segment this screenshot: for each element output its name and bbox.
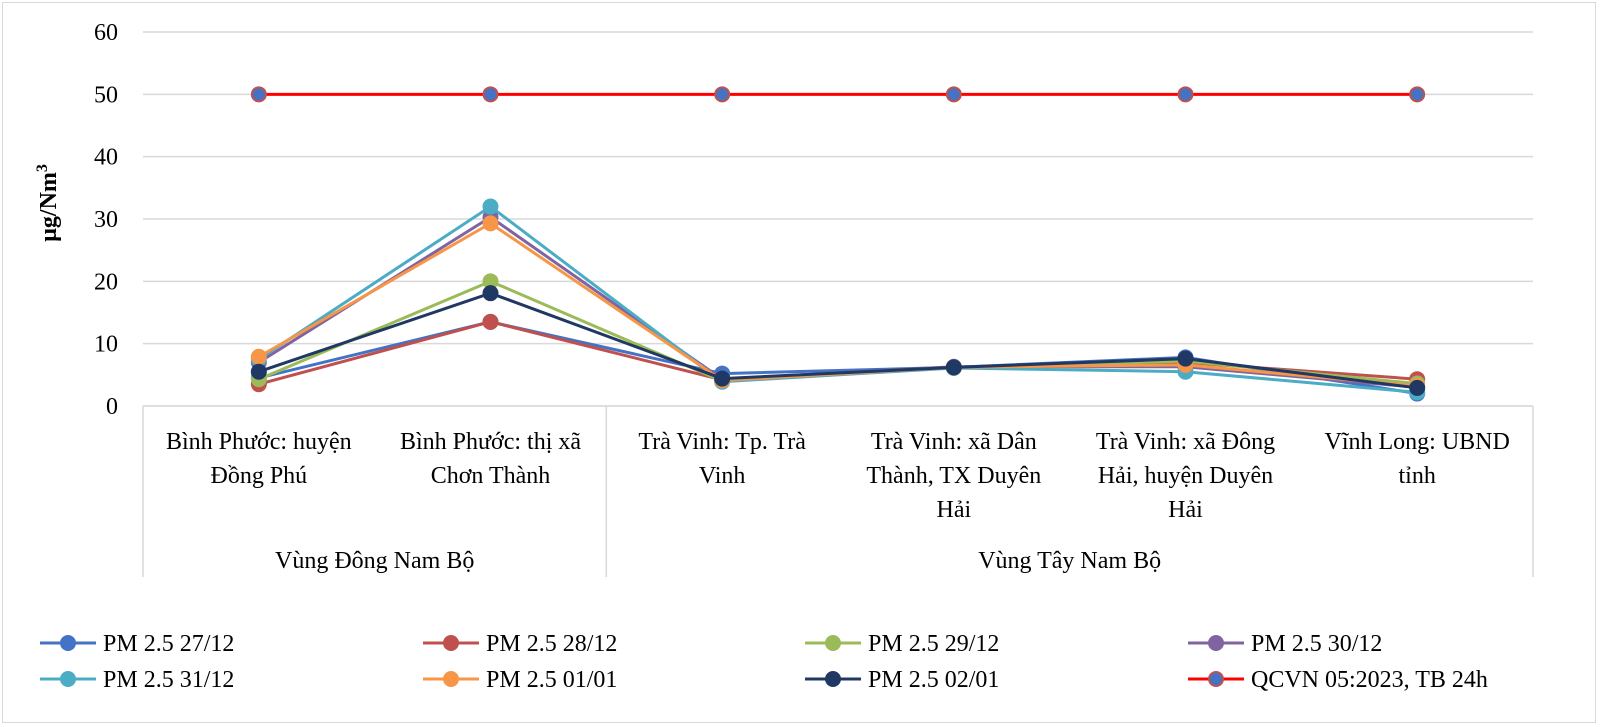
series-6: [250, 285, 1426, 396]
data-point: [482, 215, 499, 232]
y-tick-label: 10: [94, 332, 118, 358]
legend-item: PM 2.5 30/12: [1188, 631, 1382, 657]
data-point: [714, 370, 731, 387]
data-point: [482, 285, 499, 302]
x-axis: Bình Phước: huyện Đồng Phú Bình Phước: thị…: [142, 405, 1534, 577]
x-tick-label: Trà Vinh: xã Đông Hải, huyện Duyên Hải: [1096, 429, 1275, 523]
legend: PM 2.5 27/12 PM 2.5 28/12 PM 2.5 29/12 PM 2…: [40, 631, 1488, 693]
legend-marker: [443, 635, 459, 651]
x-tick-label: Bình Phước: huyện Đồng Phú: [166, 429, 352, 489]
data-point: [250, 348, 267, 365]
data-point: [714, 86, 731, 103]
legend-marker: [60, 635, 76, 651]
legend-item: PM 2.5 31/12: [40, 667, 234, 693]
gridlines: [143, 31, 1533, 407]
y-axis-label: µg/Nm3: [34, 164, 62, 242]
x-group-label: Vùng Tây Nam Bộ: [978, 548, 1161, 574]
data-point: [1409, 86, 1426, 103]
legend-marker: [825, 635, 841, 651]
legend-item: PM 2.5 27/12: [40, 631, 234, 657]
data-point: [250, 363, 267, 380]
y-tick-label: 60: [94, 20, 118, 46]
legend-label: PM 2.5 29/12: [868, 631, 999, 657]
series-line: [258, 215, 1418, 389]
series-1: [250, 313, 1426, 393]
legend-item: PM 2.5 28/12: [423, 631, 617, 657]
x-tick-label: Trà Vinh: Tp. Trà Vinh: [638, 429, 806, 489]
legend-marker: [60, 671, 76, 687]
data-point: [482, 313, 499, 330]
legend-label: PM 2.5 31/12: [103, 667, 234, 693]
data-point: [1177, 350, 1194, 367]
legend-label: PM 2.5 30/12: [1251, 631, 1382, 657]
legend-label: PM 2.5 28/12: [486, 631, 617, 657]
y-axis: 0 10 20 30 40 50 60: [94, 20, 118, 420]
data-point: [945, 86, 962, 103]
legend-marker: [1208, 635, 1224, 651]
series-line: [258, 291, 1418, 390]
x-group-label: Vùng Đông Nam Bộ: [275, 548, 474, 574]
series-lines: [250, 86, 1426, 402]
legend-marker: [1208, 671, 1224, 687]
series-line: [258, 204, 1418, 394]
legend-marker: [443, 671, 459, 687]
y-axis-title: µg/Nm3: [34, 164, 62, 242]
data-point: [482, 198, 499, 215]
data-point: [1409, 379, 1426, 396]
series-line: [258, 320, 1418, 396]
data-point: [1177, 86, 1194, 103]
x-tick-label: Trà Vinh: xã Dân Thành, TX Duyên Hải: [866, 429, 1041, 523]
y-tick-label: 0: [106, 394, 118, 420]
data-point: [945, 359, 962, 376]
series-0: [250, 313, 1426, 402]
data-point: [250, 86, 267, 103]
x-tick-label: Bình Phước: thị xã Chơn Thành: [400, 429, 581, 489]
legend-item: QCVN 05:2023, TB 24h: [1188, 667, 1488, 693]
legend-item: PM 2.5 01/01: [423, 667, 617, 693]
y-tick-label: 20: [94, 269, 118, 295]
series-line: [258, 279, 1418, 386]
legend-label: PM 2.5 27/12: [103, 631, 234, 657]
x-tick-label: Vĩnh Long: UBND tỉnh: [1324, 429, 1509, 489]
legend-label: PM 2.5 01/01: [486, 667, 617, 693]
data-point: [482, 86, 499, 103]
legend-marker: [825, 671, 841, 687]
y-tick-label: 40: [94, 145, 118, 171]
series-7: [250, 86, 1426, 103]
y-tick-label: 50: [94, 82, 118, 108]
legend-label: QCVN 05:2023, TB 24h: [1251, 667, 1488, 693]
legend-item: PM 2.5 02/01: [805, 667, 999, 693]
y-tick-label: 30: [94, 207, 118, 233]
legend-item: PM 2.5 29/12: [805, 631, 999, 657]
legend-label: PM 2.5 02/01: [868, 667, 999, 693]
